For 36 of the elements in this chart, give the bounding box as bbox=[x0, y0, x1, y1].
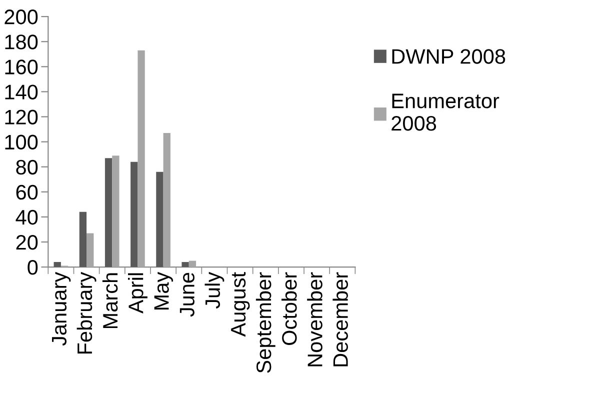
x-tick-label: May bbox=[154, 272, 174, 310]
y-tick-label: 100 bbox=[5, 134, 38, 150]
y-tick-label: 20 bbox=[16, 234, 38, 250]
bar bbox=[163, 133, 170, 268]
bar bbox=[104, 158, 112, 268]
x-tick-label: November bbox=[307, 272, 322, 366]
x-tick-label: October bbox=[282, 272, 297, 346]
legend-label: DWNP 2008 bbox=[392, 49, 506, 64]
x-tick-label: September bbox=[256, 272, 276, 373]
x-tick-label: March bbox=[102, 273, 118, 328]
x-tick-label: January bbox=[52, 272, 71, 346]
y-tick-label: 40 bbox=[16, 210, 38, 225]
bar bbox=[156, 172, 164, 268]
bar bbox=[54, 262, 61, 268]
y-tick-label: 180 bbox=[5, 34, 38, 50]
bar bbox=[86, 233, 94, 268]
bar bbox=[182, 262, 189, 268]
x-tick-label: June bbox=[180, 272, 194, 317]
bar bbox=[130, 162, 138, 268]
bar bbox=[188, 260, 196, 268]
y-tick-label: 60 bbox=[16, 184, 38, 200]
y-tick-label: 0 bbox=[28, 260, 38, 275]
y-tick-label: 160 bbox=[5, 60, 38, 74]
x-tick-label: July bbox=[204, 272, 224, 309]
legend-label: Enumerator 2008 bbox=[392, 94, 500, 131]
x-tick-label: December bbox=[332, 272, 348, 366]
bar bbox=[79, 212, 87, 268]
x-tick-label: August bbox=[231, 272, 250, 337]
y-tick-label: 140 bbox=[5, 84, 38, 100]
x-tick-label: February bbox=[76, 272, 96, 354]
y-tick-label: 120 bbox=[5, 110, 38, 124]
bar bbox=[112, 156, 120, 268]
y-tick-label: 200 bbox=[4, 10, 38, 24]
y-tick-label: 80 bbox=[16, 160, 38, 175]
bar bbox=[138, 50, 145, 268]
x-tick-label: April bbox=[128, 273, 148, 314]
